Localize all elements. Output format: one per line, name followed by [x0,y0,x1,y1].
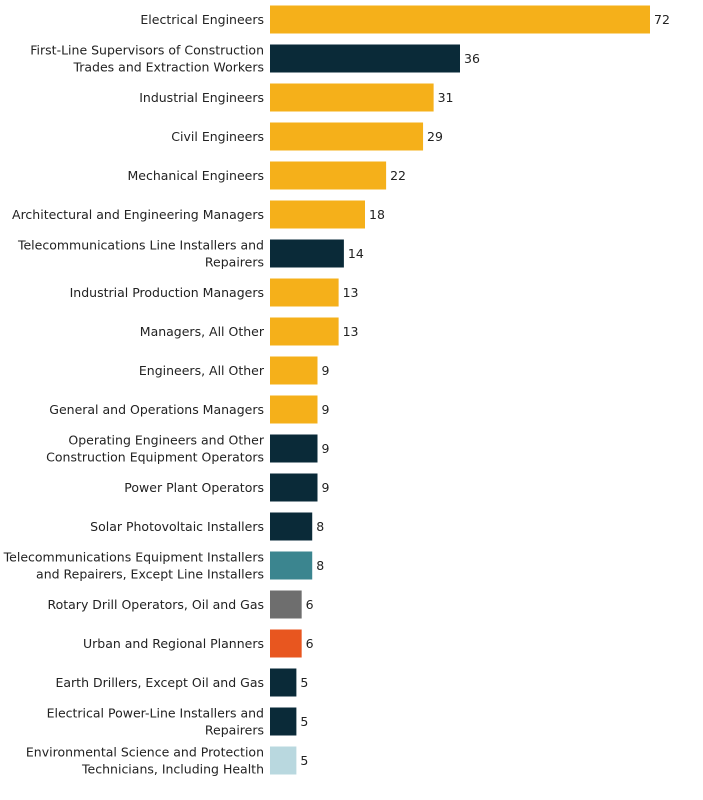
value-label-7: 13 [343,285,359,300]
value-label-17: 5 [300,675,308,690]
category-label-19: Environmental Science and Protection Tech… [26,745,264,777]
bar-1 [270,44,460,73]
category-label-14-line-0: Telecommunications Equipment Installers [3,550,264,565]
category-label-16: Urban and Regional Planners [83,636,264,651]
value-label-13: 8 [316,519,324,534]
value-label-16: 6 [306,636,314,651]
category-label-4-line-0: Mechanical Engineers [128,168,265,183]
category-label-18-line-0: Electrical Power-Line Installers and [47,706,264,721]
category-label-6: Telecommunications Line Installers and Re… [17,238,264,270]
category-label-2: Industrial Engineers [139,90,264,105]
category-label-11: Operating Engineers and Other Constructio… [46,433,265,465]
category-label-0: Electrical Engineers [140,12,264,27]
value-label-5: 18 [369,207,385,222]
category-label-8-line-0: Managers, All Other [140,324,265,339]
category-label-0-line-0: Electrical Engineers [140,12,264,27]
category-label-19-line-1: Technicians, Including Health [81,762,264,777]
category-labels-layer: Electrical Engineers First-Line Superviso… [3,12,265,777]
bar-2 [270,83,434,112]
value-label-1: 36 [464,51,480,66]
category-label-7: Industrial Production Managers [70,285,264,300]
value-label-12: 9 [322,480,330,495]
category-label-18-line-1: Repairers [205,723,264,738]
bar-12 [270,473,318,502]
bar-17 [270,668,297,697]
category-label-14: Telecommunications Equipment Installers a… [3,550,264,582]
bar-3 [270,122,424,151]
value-label-9: 9 [322,363,330,378]
category-label-11-line-1: Construction Equipment Operators [46,450,264,465]
category-label-15: Rotary Drill Operators, Oil and Gas [47,597,264,612]
bars-layer [270,5,650,775]
value-labels-layer: 72 36 31 29 22 18 14 13 13 9 9 9 9 8 8 6 6 5 5 5 [300,12,670,768]
value-label-6: 14 [348,246,364,261]
category-label-15-line-0: Rotary Drill Operators, Oil and Gas [47,597,264,612]
category-label-5: Architectural and Engineering Managers [12,207,264,222]
bar-7 [270,278,339,307]
bar-15 [270,590,302,619]
category-label-2-line-0: Industrial Engineers [139,90,264,105]
bar-6 [270,239,344,268]
value-label-4: 22 [390,168,406,183]
bar-4 [270,161,387,190]
value-label-10: 9 [322,402,330,417]
bar-14 [270,551,313,580]
category-label-18: Electrical Power-Line Installers and Repa… [47,706,264,738]
value-label-11: 9 [322,441,330,456]
bar-19 [270,746,297,775]
category-label-1-line-1: Trades and Extraction Workers [72,60,264,75]
category-label-13: Solar Photovoltaic Installers [90,519,264,534]
category-label-7-line-0: Industrial Production Managers [70,285,264,300]
category-label-11-line-0: Operating Engineers and Other [68,433,264,448]
category-label-14-line-1: and Repairers, Except Line Installers [36,567,264,582]
category-label-10: General and Operations Managers [49,402,264,417]
category-label-8: Managers, All Other [140,324,265,339]
category-label-3-line-0: Civil Engineers [171,129,264,144]
bar-10 [270,395,318,424]
category-label-13-line-0: Solar Photovoltaic Installers [90,519,264,534]
category-label-12: Power Plant Operators [124,480,264,495]
bar-5 [270,200,365,229]
value-label-3: 29 [427,129,443,144]
value-label-19: 5 [300,753,308,768]
category-label-9: Engineers, All Other [139,363,265,378]
value-label-8: 13 [343,324,359,339]
category-label-1-line-0: First-Line Supervisors of Construction [30,43,264,58]
bar-18 [270,707,297,736]
value-label-2: 31 [438,90,454,105]
category-label-4: Mechanical Engineers [128,168,265,183]
category-label-12-line-0: Power Plant Operators [124,480,264,495]
category-label-9-line-0: Engineers, All Other [139,363,265,378]
category-label-6-line-1: Repairers [205,255,264,270]
value-label-18: 5 [300,714,308,729]
category-label-16-line-0: Urban and Regional Planners [83,636,264,651]
value-label-0: 72 [654,12,670,27]
category-label-5-line-0: Architectural and Engineering Managers [12,207,264,222]
bar-16 [270,629,302,658]
category-label-3: Civil Engineers [171,129,264,144]
category-label-10-line-0: General and Operations Managers [49,402,264,417]
value-label-15: 6 [306,597,314,612]
bar-11 [270,434,318,463]
bar-8 [270,317,339,346]
category-label-1: First-Line Supervisors of Construction Tr… [30,43,264,75]
category-label-17-line-0: Earth Drillers, Except Oil and Gas [55,675,264,690]
bar-0 [270,5,650,34]
category-label-19-line-0: Environmental Science and Protection [26,745,264,760]
value-label-14: 8 [316,558,324,573]
bar-13 [270,512,313,541]
category-label-6-line-0: Telecommunications Line Installers and [17,238,264,253]
category-label-17: Earth Drillers, Except Oil and Gas [55,675,264,690]
bar-9 [270,356,318,385]
